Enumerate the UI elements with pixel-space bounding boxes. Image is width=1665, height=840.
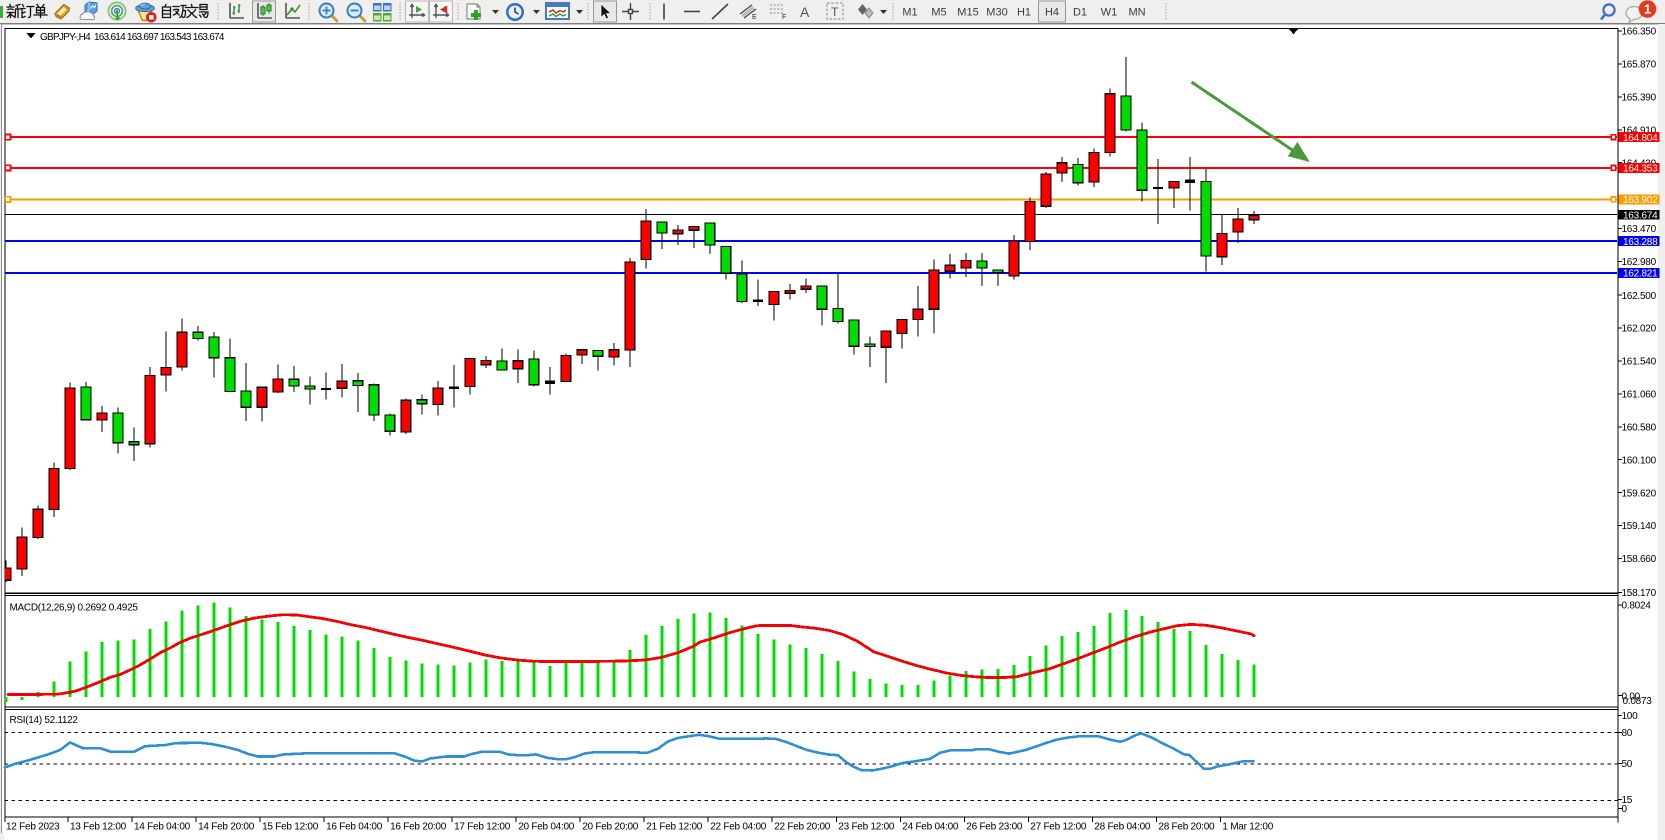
svg-text:159.620: 159.620: [1622, 488, 1657, 499]
svg-text:A: A: [800, 4, 810, 20]
svg-text:H1: H1: [1017, 7, 1031, 19]
svg-text:H4: H4: [1045, 7, 1059, 19]
svg-text:F: F: [782, 14, 786, 21]
svg-text:M15: M15: [957, 7, 978, 19]
svg-text:MACD(12,26,9) 0.2692 0.4925: MACD(12,26,9) 0.2692 0.4925: [10, 603, 139, 614]
svg-text:163.470: 163.470: [1622, 224, 1657, 235]
svg-text:1: 1: [1644, 2, 1651, 17]
svg-text:161.060: 161.060: [1622, 390, 1657, 401]
svg-text:0.8024: 0.8024: [1622, 600, 1652, 611]
svg-text:26 Feb 23:00: 26 Feb 23:00: [966, 822, 1023, 833]
svg-text:GBPJPY-,H4 163.614 163.697 16: GBPJPY-,H4 163.614 163.697 163.543 163.6…: [40, 32, 225, 43]
svg-text:163.902: 163.902: [1623, 195, 1658, 206]
svg-text:20 Feb 04:00: 20 Feb 04:00: [518, 822, 575, 833]
svg-text:159.140: 159.140: [1622, 521, 1657, 532]
svg-text:161.540: 161.540: [1622, 357, 1657, 368]
svg-text:165.390: 165.390: [1622, 93, 1657, 104]
svg-text:162.500: 162.500: [1622, 291, 1657, 302]
svg-text:15 Feb 12:00: 15 Feb 12:00: [262, 822, 319, 833]
svg-text:M1: M1: [902, 7, 917, 19]
svg-text:M30: M30: [986, 7, 1007, 19]
svg-text:164.910: 164.910: [1622, 126, 1657, 137]
svg-text:164.804: 164.804: [1623, 133, 1658, 144]
svg-text:158.170: 158.170: [1622, 588, 1657, 599]
svg-text:28 Feb 20:00: 28 Feb 20:00: [1158, 822, 1215, 833]
svg-text:17 Feb 12:00: 17 Feb 12:00: [454, 822, 511, 833]
svg-text:1 Mar 12:00: 1 Mar 12:00: [1222, 822, 1273, 833]
svg-text:14 Feb 20:00: 14 Feb 20:00: [198, 822, 255, 833]
svg-text:M5: M5: [931, 7, 946, 19]
svg-text:0.00: 0.00: [1622, 691, 1641, 702]
svg-text:163.288: 163.288: [1623, 237, 1658, 248]
svg-text:80: 80: [1622, 728, 1633, 739]
svg-text:163.674: 163.674: [1623, 211, 1658, 222]
svg-text:21 Feb 12:00: 21 Feb 12:00: [646, 822, 703, 833]
svg-text:12 Feb 2023: 12 Feb 2023: [6, 822, 60, 833]
svg-text:0.0873: 0.0873: [1623, 696, 1653, 707]
svg-text:162.980: 162.980: [1622, 257, 1657, 268]
svg-text:22 Feb 04:00: 22 Feb 04:00: [710, 822, 767, 833]
svg-text:100: 100: [1622, 711, 1639, 722]
svg-text:162.821: 162.821: [1623, 269, 1658, 280]
svg-text:13 Feb 12:00: 13 Feb 12:00: [70, 822, 127, 833]
svg-text:RSI(14) 52.1122: RSI(14) 52.1122: [10, 715, 79, 726]
svg-text:W1: W1: [1101, 7, 1118, 19]
svg-text:164.353: 164.353: [1623, 164, 1658, 175]
svg-text:E: E: [752, 14, 757, 21]
svg-text:16 Feb 04:00: 16 Feb 04:00: [326, 822, 383, 833]
svg-text:158.660: 158.660: [1622, 554, 1657, 565]
svg-text:20 Feb 20:00: 20 Feb 20:00: [582, 822, 639, 833]
svg-text:50: 50: [1622, 759, 1633, 770]
svg-text:MN: MN: [1128, 7, 1145, 19]
svg-text:15: 15: [1622, 795, 1633, 806]
svg-text:D1: D1: [1073, 7, 1087, 19]
svg-text:0: 0: [1622, 804, 1628, 815]
svg-text:23 Feb 12:00: 23 Feb 12:00: [838, 822, 895, 833]
svg-text:22 Feb 20:00: 22 Feb 20:00: [774, 822, 831, 833]
svg-text:162.020: 162.020: [1622, 324, 1657, 335]
svg-text:160.580: 160.580: [1622, 423, 1657, 434]
svg-text:160.100: 160.100: [1622, 455, 1657, 466]
svg-text:14 Feb 04:00: 14 Feb 04:00: [134, 822, 191, 833]
svg-text:T: T: [831, 5, 839, 19]
svg-text:27 Feb 12:00: 27 Feb 12:00: [1030, 822, 1087, 833]
svg-text:28 Feb 04:00: 28 Feb 04:00: [1094, 822, 1151, 833]
svg-text:24 Feb 04:00: 24 Feb 04:00: [902, 822, 959, 833]
svg-text:165.870: 165.870: [1622, 60, 1657, 71]
svg-text:166.350: 166.350: [1622, 27, 1657, 38]
svg-text:16 Feb 20:00: 16 Feb 20:00: [390, 822, 447, 833]
